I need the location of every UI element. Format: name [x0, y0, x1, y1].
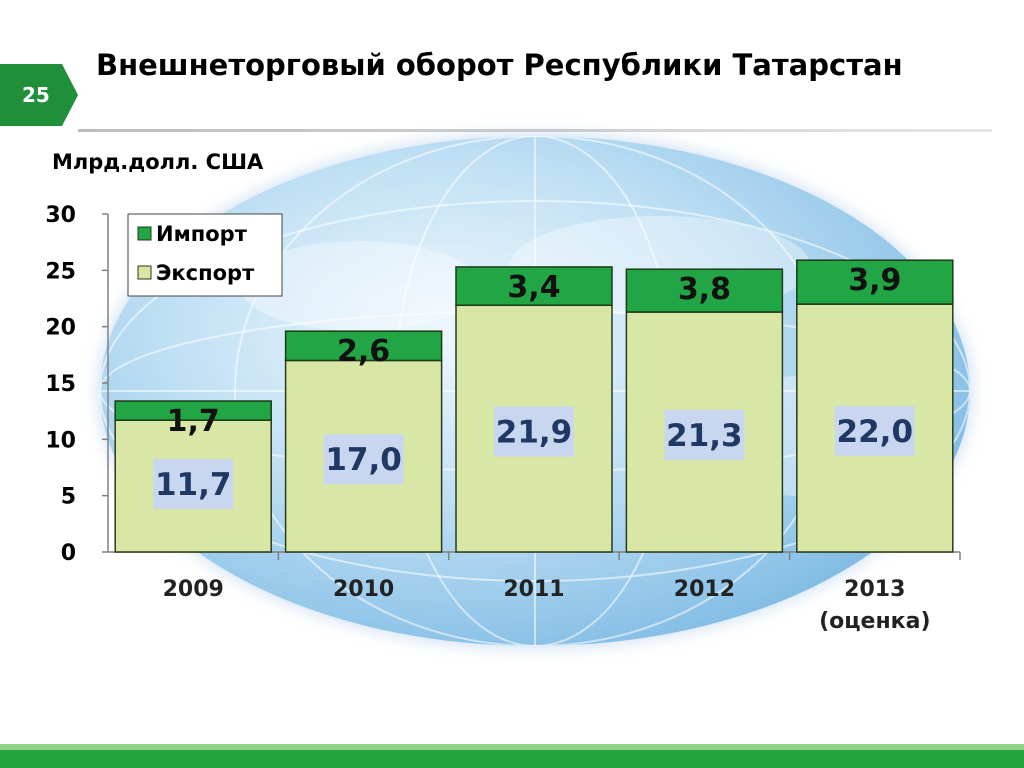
import-bar — [114, 400, 272, 421]
export-value-box — [323, 434, 404, 485]
slide-number-badge: 25 — [0, 64, 78, 126]
import-data-label: 3,8 — [678, 272, 731, 307]
legend-swatch-export — [137, 265, 152, 280]
legend-box — [127, 213, 283, 297]
export-data-label: 21,3 — [666, 418, 743, 454]
x-category-label: 2009 — [163, 577, 224, 602]
legend-swatch-import — [137, 226, 152, 241]
legend-label-import: Импорт — [156, 222, 248, 246]
export-data-label: 11,7 — [155, 467, 232, 503]
y-tick-label: 15 — [45, 372, 76, 397]
import-bar — [284, 330, 443, 362]
page-title: Внешнеторговый оборот Республики Татарст… — [96, 48, 903, 82]
import-data-label: 3,4 — [507, 270, 560, 305]
import-data-label: 3,9 — [848, 263, 901, 298]
import-bar — [455, 266, 613, 307]
export-value-box — [664, 410, 745, 461]
x-category-label: 2010 — [333, 577, 394, 602]
x-category-label: 2013 — [844, 577, 905, 602]
import-data-label: 1,7 — [167, 404, 220, 439]
title-divider — [78, 129, 992, 132]
export-value-box — [834, 406, 915, 457]
footer-stripe-light — [0, 744, 1024, 750]
export-data-label: 21,9 — [496, 415, 573, 451]
y-tick-label: 5 — [61, 485, 76, 510]
import-bar — [796, 259, 954, 305]
export-data-label: 17,0 — [325, 442, 402, 478]
export-value-box — [494, 406, 574, 457]
y-tick-label: 25 — [45, 259, 76, 284]
import-data-label: 2,6 — [337, 334, 390, 369]
y-axis-unit-label: Млрд.долл. США — [52, 150, 264, 174]
x-category-label: 2011 — [503, 577, 564, 602]
y-tick-label: 0 — [61, 541, 76, 566]
export-data-label: 22,0 — [837, 414, 914, 450]
x-category-label: (оценка) — [819, 609, 930, 634]
import-bar — [625, 268, 784, 313]
x-category-label: 2012 — [674, 577, 735, 602]
export-value-box — [153, 459, 234, 510]
y-tick-label: 30 — [45, 203, 76, 228]
footer-stripe-dark — [0, 750, 1024, 768]
legend-label-export: Экспорт — [156, 261, 255, 285]
slide-number: 25 — [22, 83, 50, 107]
y-tick-label: 10 — [45, 428, 76, 453]
y-tick-label: 20 — [45, 316, 76, 341]
